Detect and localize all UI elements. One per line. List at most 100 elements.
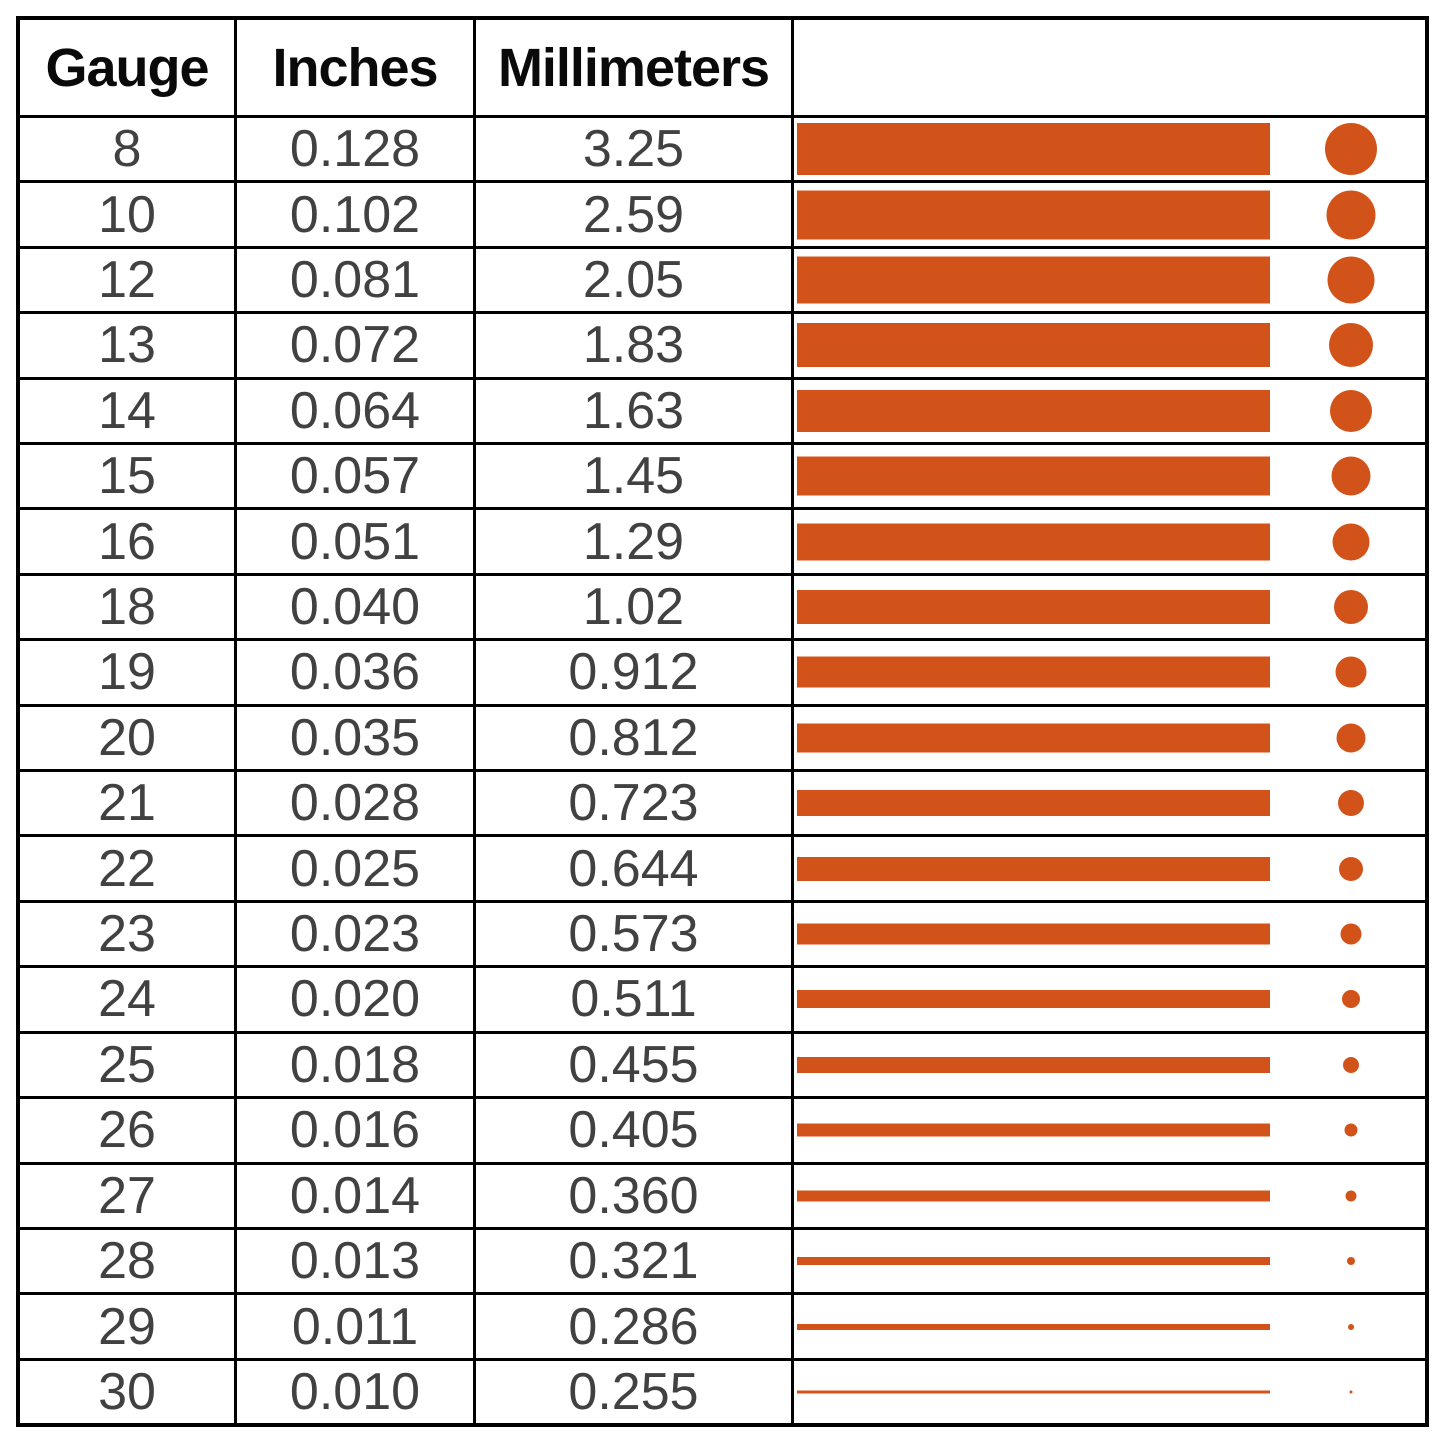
inches-value: 0.128 (237, 118, 476, 181)
thickness-dot (1327, 256, 1375, 304)
millimeters-value: 2.59 (476, 183, 794, 246)
thickness-visual-cell (794, 772, 1425, 834)
thickness-dot (1325, 123, 1377, 176)
gauge-value: 8 (20, 118, 237, 181)
thickness-visual-cell (794, 1099, 1425, 1161)
thickness-dot (1344, 1123, 1358, 1137)
table-row: 22 0.025 0.644 (20, 837, 1425, 903)
thickness-dot (1338, 790, 1364, 817)
thickness-dot (1345, 1190, 1357, 1202)
table-row: 21 0.028 0.723 (20, 772, 1425, 838)
wire-gauge-table: Gauge Inches Millimeters 8 0.128 3.25 10… (16, 16, 1429, 1427)
thickness-bar (797, 790, 1270, 817)
inches-value: 0.013 (237, 1229, 476, 1293)
millimeters-value: 3.25 (476, 118, 794, 181)
table-row: 15 0.057 1.45 (20, 445, 1425, 511)
thickness-bar (797, 1123, 1270, 1137)
inches-value: 0.023 (237, 902, 476, 966)
thickness-dot (1347, 1257, 1355, 1266)
inches-value: 0.081 (237, 248, 476, 312)
thickness-dot (1331, 456, 1371, 496)
millimeters-value: 0.723 (476, 772, 794, 835)
thickness-visual-cell (794, 1295, 1425, 1357)
thickness-visual-cell (794, 576, 1425, 638)
thickness-bar (797, 123, 1270, 176)
thickness-bar (797, 590, 1270, 625)
gauge-value: 25 (20, 1033, 237, 1097)
inches-value: 0.051 (237, 510, 476, 573)
table-row: 30 0.010 0.255 (20, 1360, 1425, 1424)
thickness-dot (1332, 523, 1370, 561)
table-row: 19 0.036 0.912 (20, 641, 1425, 707)
table-row: 28 0.013 0.321 (20, 1229, 1425, 1296)
gauge-value: 15 (20, 445, 237, 508)
column-header-gauge: Gauge (20, 20, 237, 115)
thickness-bar (797, 523, 1270, 561)
thickness-visual-cell (794, 510, 1425, 572)
table-row: 10 0.102 2.59 (20, 183, 1425, 249)
table-row: 13 0.072 1.83 (20, 314, 1425, 380)
gauge-value: 19 (20, 641, 237, 704)
thickness-visual-cell (794, 1165, 1425, 1227)
thickness-visual-cell (794, 1361, 1425, 1423)
inches-value: 0.057 (237, 445, 476, 508)
millimeters-value: 1.45 (476, 445, 794, 508)
thickness-bar (797, 190, 1270, 240)
thickness-dot (1335, 656, 1367, 688)
millimeters-value: 1.02 (476, 575, 794, 639)
millimeters-value: 0.511 (476, 968, 794, 1031)
gauge-value: 30 (20, 1360, 237, 1424)
gauge-value: 23 (20, 902, 237, 966)
table-row: 24 0.020 0.511 (20, 968, 1425, 1034)
millimeters-value: 1.83 (476, 314, 794, 377)
inches-value: 0.010 (237, 1360, 476, 1424)
thickness-visual-cell (794, 314, 1425, 376)
table-row: 29 0.011 0.286 (20, 1295, 1425, 1361)
gauge-value: 29 (20, 1295, 237, 1358)
thickness-bar (797, 323, 1270, 368)
thickness-dot (1329, 323, 1373, 368)
thickness-dot (1348, 1323, 1354, 1330)
table-row: 26 0.016 0.405 (20, 1099, 1425, 1165)
thickness-dot (1336, 723, 1366, 753)
inches-value: 0.014 (237, 1164, 476, 1227)
gauge-value: 26 (20, 1099, 237, 1162)
thickness-dot (1334, 590, 1368, 625)
thickness-dot (1330, 389, 1372, 432)
thickness-dot (1326, 190, 1376, 240)
thickness-dot (1339, 856, 1363, 881)
millimeters-value: 0.321 (476, 1229, 794, 1293)
millimeters-value: 0.255 (476, 1360, 794, 1424)
thickness-bar (797, 456, 1270, 496)
thickness-dot (1343, 1056, 1359, 1073)
table-row: 12 0.081 2.05 (20, 248, 1425, 315)
inches-value: 0.064 (237, 379, 476, 443)
thickness-bar (797, 856, 1270, 881)
inches-value: 0.035 (237, 706, 476, 770)
table-header-row: Gauge Inches Millimeters (20, 20, 1425, 118)
thickness-visual-cell (794, 249, 1425, 311)
millimeters-value: 0.360 (476, 1164, 794, 1227)
gauge-value: 18 (20, 575, 237, 639)
column-header-millimeters: Millimeters (476, 20, 794, 115)
thickness-visual-cell (794, 837, 1425, 899)
inches-value: 0.036 (237, 641, 476, 704)
table-row: 8 0.128 3.25 (20, 118, 1425, 184)
thickness-dot (1342, 990, 1360, 1009)
table-row: 18 0.040 1.02 (20, 575, 1425, 642)
inches-value: 0.018 (237, 1033, 476, 1097)
thickness-bar (797, 923, 1270, 945)
thickness-bar (797, 1257, 1270, 1266)
thickness-bar (797, 1056, 1270, 1073)
millimeters-value: 0.405 (476, 1099, 794, 1162)
table-row: 23 0.023 0.573 (20, 902, 1425, 969)
thickness-bar (797, 990, 1270, 1009)
column-header-visual (794, 20, 1425, 115)
millimeters-value: 0.455 (476, 1033, 794, 1097)
gauge-value: 13 (20, 314, 237, 377)
thickness-visual-cell (794, 1230, 1425, 1292)
thickness-dot (1340, 923, 1362, 945)
gauge-value: 22 (20, 837, 237, 900)
inches-value: 0.040 (237, 575, 476, 639)
